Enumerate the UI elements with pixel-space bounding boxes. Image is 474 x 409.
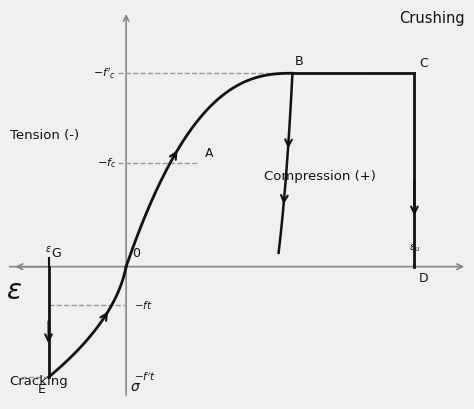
Text: C: C — [419, 57, 428, 70]
Text: A: A — [205, 146, 213, 160]
Text: σ: σ — [130, 380, 139, 394]
Text: Compression (+): Compression (+) — [264, 171, 376, 183]
Text: $-f_c$: $-f_c$ — [97, 156, 116, 170]
Text: $-f't$: $-f't$ — [135, 371, 156, 383]
Text: Crushing: Crushing — [399, 11, 465, 26]
Text: $-ft$: $-ft$ — [135, 299, 153, 311]
Text: 0: 0 — [132, 247, 140, 260]
Text: Tension (-): Tension (-) — [9, 129, 79, 142]
Text: Cracking: Cracking — [9, 375, 68, 388]
Text: E: E — [38, 383, 46, 396]
Text: $\varepsilon$: $\varepsilon$ — [45, 244, 52, 254]
Text: B: B — [295, 55, 304, 68]
Text: ε: ε — [7, 277, 22, 305]
Text: $-f'_c$: $-f'_c$ — [93, 66, 116, 81]
Text: D: D — [419, 272, 428, 285]
Text: G: G — [51, 247, 61, 260]
Text: $\varepsilon_u$: $\varepsilon_u$ — [409, 243, 420, 254]
